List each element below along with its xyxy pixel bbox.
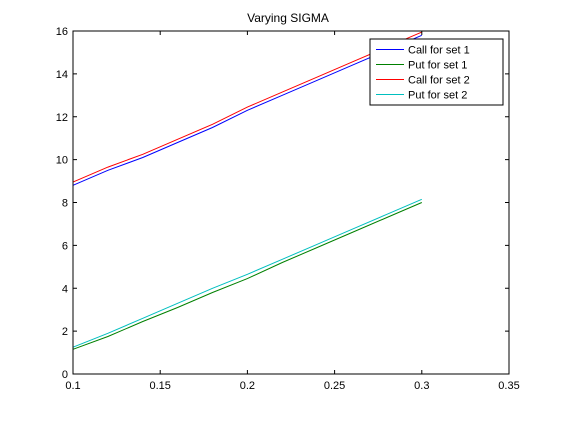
y-tick-label: 10 bbox=[56, 155, 68, 167]
x-tick-label: 0.3 bbox=[414, 380, 429, 392]
legend-label: Call for set 1 bbox=[408, 45, 470, 57]
x-tick-label: 0.25 bbox=[324, 380, 345, 392]
y-tick-label: 8 bbox=[62, 198, 68, 210]
series-line-3 bbox=[72, 31, 422, 183]
y-tick-label: 6 bbox=[62, 240, 68, 252]
series-line-2 bbox=[72, 202, 422, 350]
x-tick-label: 0.1 bbox=[65, 380, 80, 392]
legend-label: Call for set 2 bbox=[408, 75, 470, 87]
y-tick-label: 0 bbox=[62, 369, 68, 381]
legend-label: Put for set 1 bbox=[408, 60, 467, 72]
series-line-4 bbox=[72, 198, 422, 348]
legend: Call for set 1 Put for set 1 Call for set … bbox=[369, 38, 504, 106]
chart-title: Varying SIGMA bbox=[247, 11, 329, 25]
series-line-1 bbox=[72, 34, 422, 186]
legend-label: Put for set 2 bbox=[408, 90, 467, 102]
y-tick-label: 2 bbox=[62, 326, 68, 338]
y-tick-label: 12 bbox=[56, 112, 68, 124]
y-tick-label: 14 bbox=[56, 69, 68, 81]
y-tick-label: 4 bbox=[62, 283, 68, 295]
x-tick-label: 0.35 bbox=[498, 380, 519, 392]
ticks-layer: 0.1 0.15 0.2 0.25 0.3 0.35 0 2 4 6 8 10 12 14 16 bbox=[56, 26, 520, 392]
plot-layer bbox=[72, 31, 422, 350]
x-tick-label: 0.15 bbox=[149, 380, 170, 392]
x-tick-label: 0.2 bbox=[240, 380, 255, 392]
y-tick-label: 16 bbox=[56, 26, 68, 38]
